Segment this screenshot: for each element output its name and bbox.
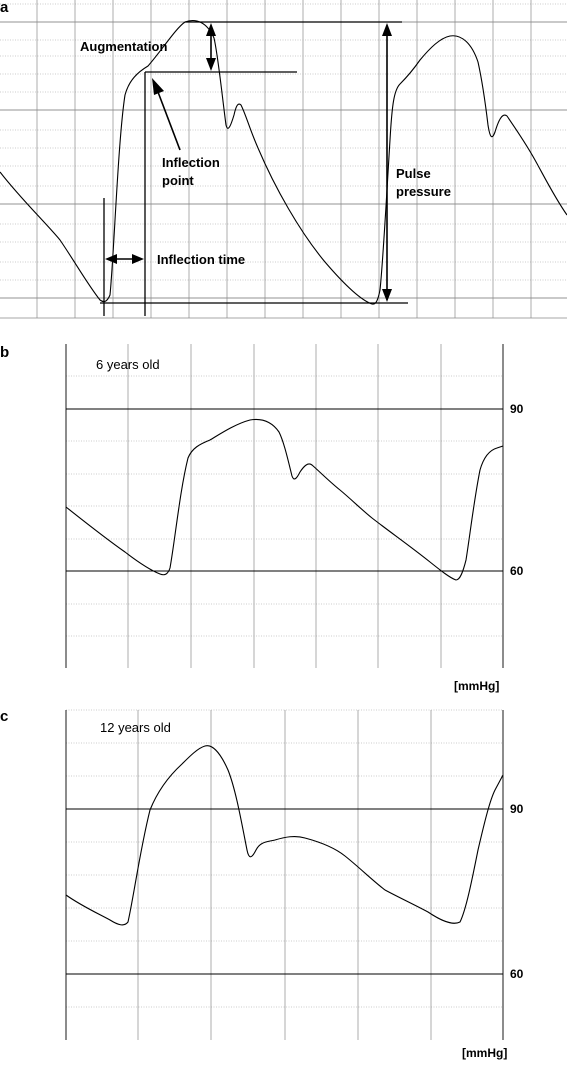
panel-b-tick-60: 60: [510, 564, 524, 578]
panel-a-pressure-waveform: [0, 20, 567, 305]
panel-a-minor-gridlines: [0, 3, 567, 281]
panel-a-vertical-gridlines: [36, 0, 532, 318]
panel-c-vertical-gridlines: [137, 710, 432, 1040]
pulse-pressure-label-line1: Pulse: [396, 166, 431, 181]
panel-b: b 6 years old 90 60 [mmHg]: [0, 344, 524, 693]
panel-b-vertical-gridlines: [127, 344, 442, 668]
pulse-pressure-arrow: [382, 23, 392, 302]
pulse-pressure-label-line2: pressure: [396, 184, 451, 199]
augmentation-label: Augmentation: [80, 39, 167, 54]
panel-c-minor-gridlines: [66, 709, 503, 1008]
panel-a-label: a: [0, 0, 9, 16]
panel-c: c 12 years old 90 60 [mmHg]: [0, 708, 524, 1060]
panel-a: a: [0, 0, 567, 319]
panel-b-label: b: [0, 344, 9, 361]
inflection-time-arrow: [105, 254, 144, 264]
inflection-point-label-line1: Inflection: [162, 155, 220, 170]
panel-b-unit-label: [mmHg]: [454, 679, 499, 693]
panel-a-major-horizontal: [0, 21, 567, 299]
augmentation-arrow: [206, 23, 216, 71]
panel-c-pressure-waveform: [65, 745, 504, 926]
panel-b-tick-90: 90: [510, 402, 524, 416]
panel-a-markers: [100, 21, 408, 316]
inflection-point-label-line2: point: [162, 173, 194, 188]
panel-b-pressure-waveform: [65, 418, 504, 581]
inflection-point-arrow: [152, 78, 181, 151]
panel-c-unit-label: [mmHg]: [462, 1046, 507, 1060]
panel-b-age-label: 6 years old: [96, 357, 160, 372]
inflection-time-label: Inflection time: [157, 252, 245, 267]
panel-c-age-label: 12 years old: [100, 720, 171, 735]
panel-c-tick-60: 60: [510, 967, 524, 981]
panel-c-label: c: [0, 708, 8, 725]
panel-b-minor-gridlines: [66, 375, 503, 637]
panel-a-grid: [0, 0, 567, 319]
panel-c-tick-90: 90: [510, 802, 524, 816]
